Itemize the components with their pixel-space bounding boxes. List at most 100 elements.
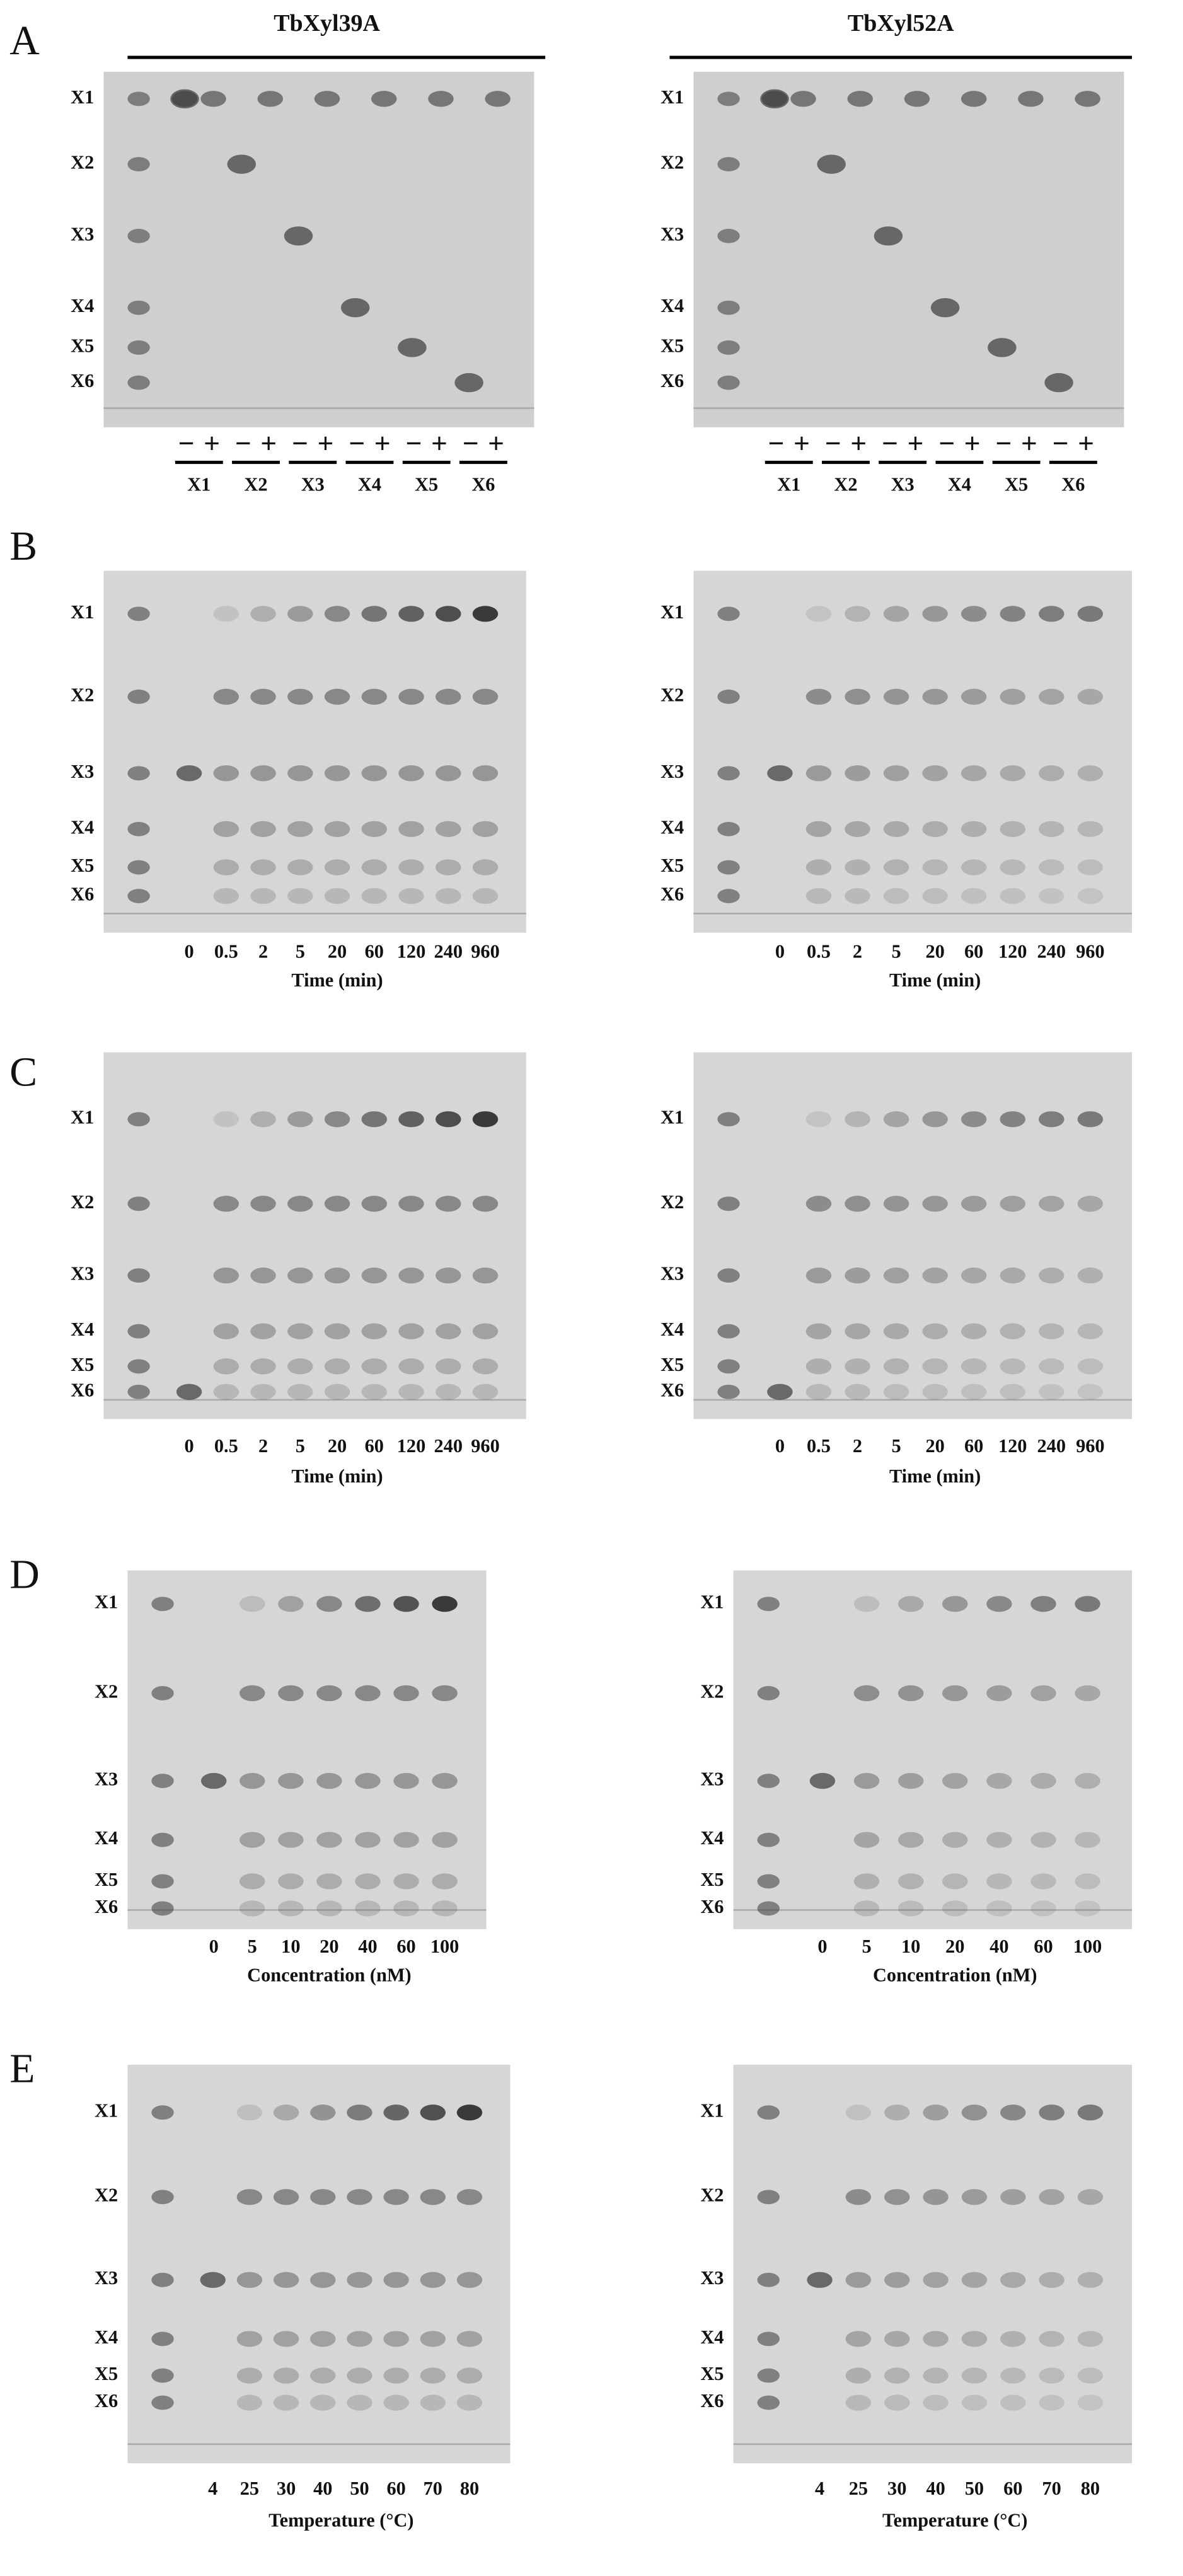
spot: [805, 859, 832, 875]
spot: [316, 1873, 342, 1890]
spot: [127, 228, 150, 243]
spot: [250, 887, 276, 904]
spot: [904, 91, 930, 107]
spot: [456, 2189, 483, 2205]
spot: [316, 1772, 342, 1789]
tlc-plate: [693, 1052, 1133, 1419]
spot: [472, 1111, 499, 1128]
spot: [310, 2331, 336, 2347]
spot: [930, 298, 960, 318]
spot: [250, 1323, 276, 1339]
spot: [420, 2394, 446, 2411]
lane-label: 50: [965, 2478, 984, 2499]
spot: [398, 1323, 424, 1339]
spot: [1077, 2331, 1104, 2347]
lane-sign: +: [318, 427, 334, 459]
standard-label: X6: [95, 2390, 118, 2411]
group-label: X5: [1005, 473, 1028, 495]
spot: [398, 338, 427, 357]
lane-label: 0.5: [807, 1435, 831, 1457]
spot: [922, 1383, 948, 1400]
spot: [883, 1323, 909, 1339]
spot: [817, 154, 846, 174]
spot: [127, 690, 150, 704]
spot: [961, 2367, 988, 2384]
spot: [398, 1196, 424, 1212]
spot: [324, 606, 350, 622]
spot: [1077, 1383, 1104, 1400]
spot: [1000, 2105, 1026, 2121]
spot: [213, 821, 239, 838]
spot: [383, 2105, 409, 2121]
spot: [805, 1358, 832, 1375]
standard-label: X3: [661, 761, 684, 782]
standard-label: X5: [95, 1869, 118, 1890]
spot: [436, 1267, 461, 1284]
spot: [236, 2331, 263, 2347]
spot: [1077, 1358, 1104, 1375]
spot: [717, 1359, 740, 1374]
spot: [961, 1383, 987, 1400]
spot: [884, 2189, 910, 2205]
spot: [151, 1774, 174, 1788]
spot: [923, 2367, 949, 2384]
spot: [1039, 2105, 1065, 2121]
spot: [757, 1597, 780, 1612]
spot: [287, 821, 313, 838]
lane-label: 5: [296, 1435, 305, 1457]
standard-label: X4: [700, 2326, 724, 2348]
standard-label: X6: [661, 1379, 684, 1401]
standard-label: X4: [71, 1319, 94, 1340]
spot: [287, 1111, 313, 1128]
spot: [393, 1772, 419, 1789]
spot: [310, 2105, 336, 2121]
spot: [1077, 887, 1104, 904]
lane-label: 960: [471, 1435, 500, 1457]
lane-label: 30: [277, 2478, 296, 2499]
spot: [1075, 91, 1100, 107]
spot: [236, 2272, 263, 2288]
spot: [151, 2395, 174, 2410]
spot: [986, 1596, 1012, 1612]
spot: [1077, 688, 1104, 705]
spot: [239, 1832, 265, 1848]
spot: [361, 1111, 388, 1128]
spot: [472, 1267, 499, 1284]
spot: [398, 1267, 424, 1284]
spot: [717, 1268, 740, 1283]
spot: [922, 1323, 948, 1339]
spot: [961, 1267, 987, 1284]
tlc-plate: [127, 1570, 487, 1929]
spot: [273, 2331, 299, 2347]
lane-label: 0: [817, 1936, 827, 1957]
spot: [790, 91, 816, 107]
group-label: X4: [358, 473, 381, 495]
spot: [324, 1267, 350, 1284]
spot: [757, 2105, 780, 2120]
lane-sign: +: [431, 427, 447, 459]
spot: [847, 91, 873, 107]
lane-sign: −: [235, 427, 251, 459]
spot: [1000, 859, 1025, 875]
spot: [347, 2394, 372, 2411]
spot: [986, 1832, 1012, 1848]
spot: [436, 1358, 461, 1375]
spot: [436, 821, 461, 838]
spot: [1000, 1196, 1025, 1212]
spot: [883, 1196, 909, 1212]
spot: [757, 1774, 780, 1788]
spot: [845, 887, 870, 904]
lane-label: 2: [258, 1435, 268, 1457]
axis-label: Temperature (°C): [268, 2510, 413, 2531]
spot: [717, 606, 740, 621]
lane-label: 100: [430, 1936, 459, 1957]
spot: [1039, 1196, 1065, 1212]
spot: [287, 887, 313, 904]
standard-label: X1: [661, 86, 684, 108]
spot: [845, 2272, 872, 2288]
spot: [897, 1873, 924, 1890]
spot: [922, 1267, 948, 1284]
spot: [717, 340, 740, 355]
spot: [250, 1358, 276, 1375]
axis-label: Time (min): [889, 1465, 981, 1487]
